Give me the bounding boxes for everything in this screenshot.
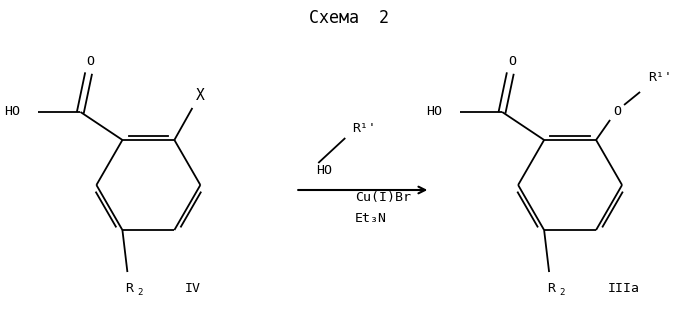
Text: HO: HO (316, 164, 332, 176)
Text: Et₃N: Et₃N (355, 211, 387, 225)
Text: 2: 2 (559, 287, 565, 297)
Text: HO: HO (4, 106, 20, 118)
Text: R: R (547, 282, 555, 294)
Text: R¹': R¹' (352, 122, 376, 135)
Text: HO: HO (426, 106, 442, 118)
Text: X: X (196, 88, 205, 103)
Text: R: R (125, 282, 134, 294)
Text: R¹': R¹' (648, 71, 672, 85)
Text: Схема  2: Схема 2 (309, 9, 389, 27)
Text: O: O (613, 106, 621, 118)
Text: IIIa: IIIa (608, 282, 640, 294)
Text: O: O (87, 56, 94, 69)
Text: Cu(I)Br: Cu(I)Br (355, 191, 411, 204)
Text: IV: IV (185, 282, 201, 294)
Text: 2: 2 (138, 287, 143, 297)
Text: O: O (508, 56, 516, 69)
